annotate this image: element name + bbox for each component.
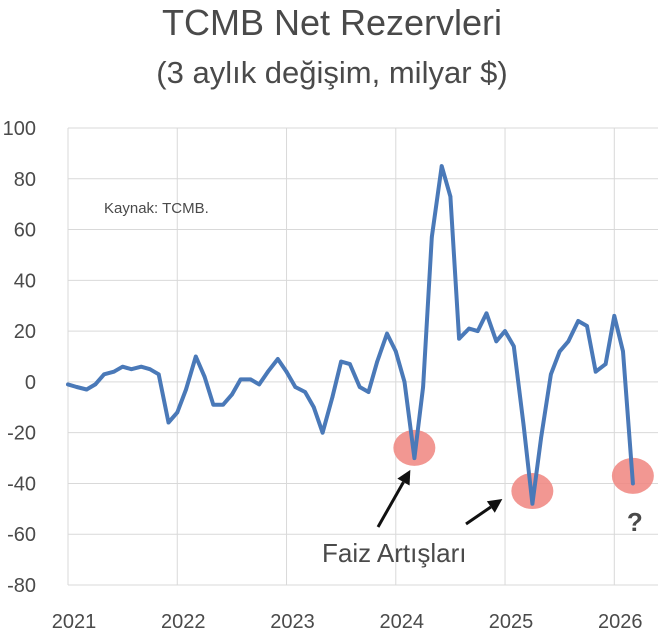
y-tick-label: 100: [3, 118, 36, 140]
data-point: [631, 481, 635, 486]
data-point: [430, 235, 434, 239]
data-point: [375, 359, 380, 364]
data-point: [448, 194, 453, 199]
data-point: [129, 367, 134, 371]
data-point: [612, 314, 617, 318]
y-tick-label: -40: [7, 473, 36, 495]
data-point: [303, 390, 307, 394]
data-point: [238, 377, 243, 382]
data-point: [530, 501, 535, 506]
data-point: [156, 372, 161, 377]
data-point: [357, 385, 362, 389]
data-point: [139, 364, 144, 369]
arrow-shaft: [376, 481, 405, 528]
data-point: [330, 395, 335, 399]
data-point: [184, 387, 188, 392]
data-point: [585, 324, 589, 328]
arrow-head: [486, 499, 503, 513]
y-tick-label: -60: [7, 524, 36, 546]
data-point: [320, 430, 325, 435]
y-tick-label: 20: [14, 321, 36, 343]
data-point: [503, 329, 507, 333]
data-point: [148, 367, 152, 371]
data-point: [393, 349, 398, 354]
data-point: [84, 387, 89, 392]
data-point: [539, 435, 543, 440]
source-note: Kaynak: TCMB.: [104, 200, 209, 217]
arrow-head: [397, 469, 411, 486]
data-point: [557, 349, 562, 354]
data-point: [484, 311, 489, 316]
x-tick-label: 2024: [380, 611, 425, 633]
data-point: [475, 329, 480, 333]
y-tick-label: -20: [7, 423, 36, 445]
data-point: [248, 377, 253, 382]
data-point: [521, 423, 526, 427]
x-tick-label: 2022: [161, 611, 206, 633]
data-point: [421, 385, 425, 389]
data-point: [66, 382, 70, 387]
y-tick-label: 40: [14, 270, 36, 292]
data-point: [412, 456, 417, 460]
data-point: [257, 382, 262, 387]
data-point: [385, 331, 389, 336]
data-point: [284, 369, 289, 374]
data-point: [102, 372, 106, 377]
y-tick-label: 60: [14, 220, 36, 242]
data-point: [603, 362, 608, 366]
annotation-arrows: [376, 469, 503, 528]
data-series: [66, 164, 635, 506]
data-point: [402, 380, 407, 384]
data-point: [593, 369, 598, 374]
data-point: [621, 349, 625, 354]
y-axis-ticks: 100 80 60 40 20 0 -20 -40 -60 -80: [3, 118, 36, 597]
data-point: [194, 354, 198, 359]
data-point: [211, 402, 216, 407]
x-tick-label: 2025: [489, 611, 534, 633]
arrow-shaft: [465, 505, 492, 526]
data-point: [74, 385, 79, 389]
data-point: [221, 402, 225, 407]
data-point: [576, 319, 581, 323]
data-point: [566, 339, 571, 344]
data-point: [93, 382, 98, 387]
x-axis-ticks: 2021 2022 2023 2024 2025 2026: [52, 611, 643, 633]
y-tick-label: 80: [14, 169, 36, 191]
data-point: [230, 392, 234, 397]
data-point: [293, 385, 298, 389]
data-point: [112, 369, 116, 374]
data-point: [202, 375, 207, 379]
gridlines: [67, 127, 658, 586]
data-point: [511, 344, 516, 349]
data-point: [348, 362, 352, 366]
chart-title: TCMB Net Rezervleri: [161, 2, 503, 43]
data-point: [175, 410, 180, 415]
data-point: [120, 364, 125, 369]
data-point: [366, 390, 371, 394]
highlight-markers: [393, 429, 654, 510]
data-point: [494, 339, 499, 344]
data-point: [312, 405, 316, 410]
chart-subtitle: (3 aylık değişim, milyar $): [156, 55, 508, 90]
x-tick-label: 2026: [598, 611, 643, 633]
data-point: [467, 326, 471, 331]
data-point: [166, 420, 171, 425]
data-point: [266, 369, 270, 374]
data-point: [339, 359, 343, 364]
y-tick-label: 0: [25, 372, 36, 394]
data-point: [549, 372, 553, 377]
rate-hike-label: Faiz Artışları: [322, 538, 466, 568]
y-tick-label: -80: [7, 575, 36, 597]
data-point: [439, 164, 444, 168]
x-tick-label: 2021: [52, 611, 97, 633]
x-tick-label: 2023: [270, 611, 315, 633]
data-point: [275, 357, 280, 361]
question-mark: ?: [627, 507, 643, 537]
data-point: [457, 336, 461, 341]
